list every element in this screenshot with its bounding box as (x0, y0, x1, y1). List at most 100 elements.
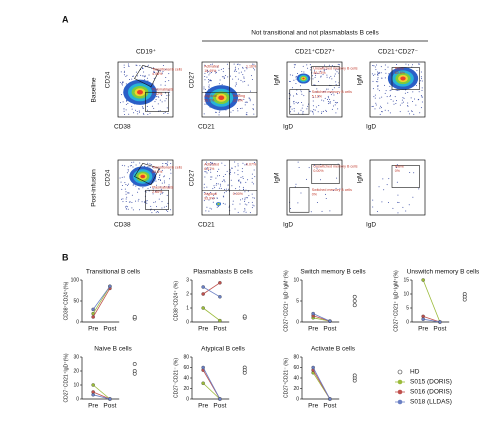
event-dot (326, 88, 328, 90)
event-dot (144, 75, 146, 77)
gate-label: Naive (395, 67, 404, 71)
gate (145, 189, 169, 210)
event-dot (135, 200, 137, 202)
event-dot (203, 192, 205, 194)
event-dot (232, 200, 234, 202)
series-line (92, 286, 111, 314)
event-dot (223, 196, 225, 198)
gate-label: Atypical (204, 94, 217, 98)
event-dot (123, 110, 125, 112)
event-dot (206, 186, 208, 188)
event-dot (295, 78, 297, 80)
event-dot (307, 67, 309, 69)
event-dot (156, 88, 158, 90)
event-dot (316, 201, 318, 203)
event-dot (419, 112, 421, 114)
event-dot (417, 99, 419, 101)
hd-point (462, 297, 467, 302)
event-dot (297, 101, 299, 103)
event-dot (305, 178, 307, 180)
event-dot (377, 73, 379, 75)
event-dot (143, 75, 145, 77)
event-dot (408, 204, 410, 206)
event-dot (232, 203, 234, 205)
event-dot (154, 209, 156, 211)
event-dot (153, 107, 155, 109)
event-dot (232, 110, 234, 112)
event-dot (214, 197, 216, 199)
event-dot (237, 174, 239, 176)
row-label: Post-infusion (91, 169, 98, 207)
event-dot (244, 209, 246, 211)
event-dot (295, 183, 297, 185)
event-dot (212, 201, 214, 203)
event-dot (216, 183, 218, 185)
event-dot (164, 182, 166, 184)
event-dot (214, 163, 216, 165)
series-point (311, 311, 315, 316)
event-dot (379, 107, 381, 109)
event-dot (133, 184, 135, 186)
event-dot (166, 209, 168, 211)
event-dot (128, 113, 130, 115)
event-dot (161, 207, 163, 209)
event-dot (144, 79, 146, 81)
event-dot (206, 69, 208, 71)
event-dot (324, 64, 326, 66)
event-dot (163, 180, 165, 182)
event-dot (241, 171, 243, 173)
event-dot (290, 105, 292, 107)
event-dot (418, 188, 420, 190)
event-dot (121, 84, 123, 86)
event-dot (326, 76, 328, 78)
event-dot (376, 71, 378, 73)
event-dot (372, 206, 374, 208)
event-dot (162, 165, 164, 167)
event-dot (162, 64, 164, 66)
event-dot (209, 191, 211, 193)
event-dot (217, 205, 219, 207)
event-dot (154, 72, 156, 74)
event-dot (389, 90, 391, 92)
y-tick-label: 15 (403, 277, 409, 283)
gate-label: Switched memory B cells (312, 90, 352, 94)
event-dot (320, 112, 322, 114)
event-dot (405, 63, 407, 65)
event-dot (253, 205, 255, 207)
event-dot (132, 75, 134, 77)
event-dot (338, 64, 340, 66)
event-dot (374, 73, 376, 75)
event-dot (238, 180, 240, 182)
event-dot (161, 169, 163, 171)
event-dot (247, 179, 249, 181)
event-dot (294, 186, 296, 188)
x-axis-label: IgD (283, 124, 293, 131)
event-dot (168, 73, 170, 75)
event-dot (160, 84, 162, 86)
row-label: Baseline (91, 77, 98, 102)
series-point (328, 319, 332, 323)
event-dot (224, 173, 226, 175)
event-dot (421, 89, 423, 91)
event-dot (251, 173, 253, 175)
event-dot (407, 105, 409, 107)
event-dot (335, 69, 337, 71)
event-dot (312, 78, 314, 80)
event-dot (237, 163, 239, 165)
event-dot (208, 74, 210, 76)
event-dot (123, 74, 125, 76)
event-dot (387, 110, 389, 112)
event-dot (208, 81, 210, 83)
gate (391, 67, 420, 90)
event-dot (310, 66, 312, 68)
series-point (218, 295, 222, 299)
event-dot (205, 103, 207, 105)
event-dot (223, 175, 225, 177)
event-dot (239, 107, 241, 109)
event-dot (162, 162, 164, 164)
event-dot (399, 104, 401, 106)
event-dot (336, 177, 338, 179)
event-dot (242, 186, 244, 188)
event-dot (386, 184, 388, 186)
event-dot (297, 161, 299, 163)
